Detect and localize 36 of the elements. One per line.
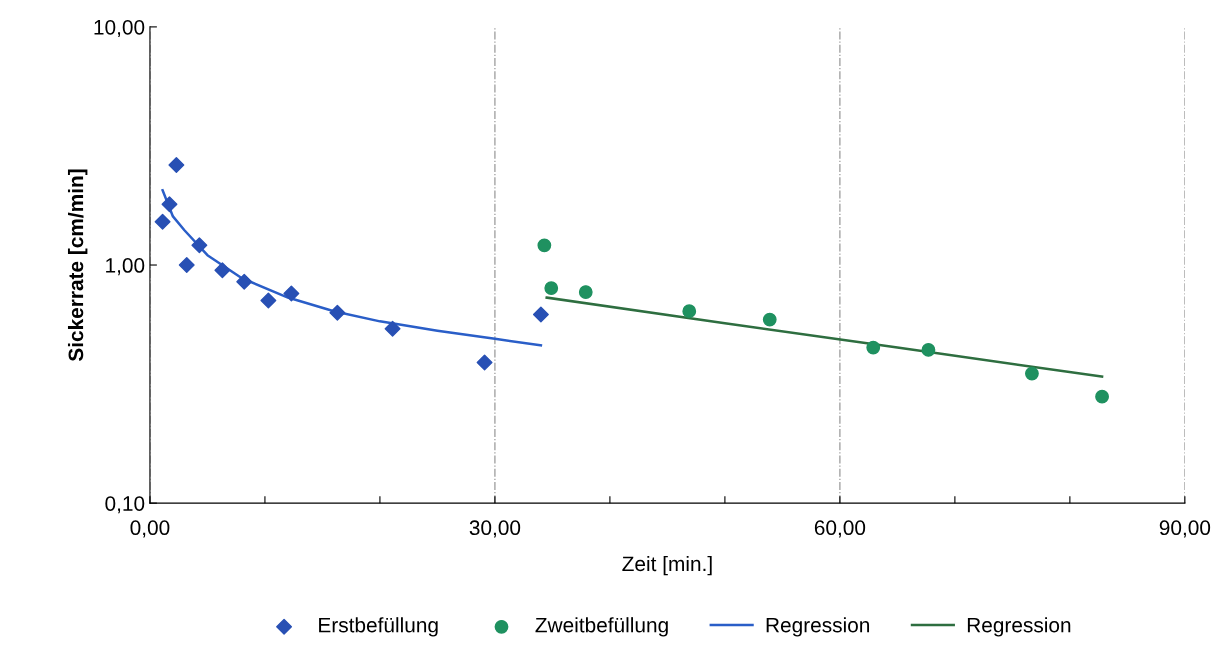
point — [1025, 366, 1039, 381]
x-tick-label: 0,00 — [130, 520, 170, 538]
x-tick-label: 60,00 — [814, 520, 866, 538]
point — [578, 285, 593, 299]
legend-label: Regression — [766, 617, 870, 637]
point — [329, 304, 346, 321]
y-tick-label: 10,00 — [94, 19, 145, 38]
point — [384, 320, 401, 337]
point — [191, 237, 208, 254]
legend-label: Zweitbefüllung — [535, 617, 668, 637]
point — [544, 281, 559, 296]
point — [283, 285, 300, 302]
point — [921, 343, 936, 357]
legend-label: Regression — [967, 617, 1071, 637]
legend-label: Erstbefüllung — [319, 617, 438, 637]
point — [168, 157, 185, 173]
point — [260, 292, 277, 309]
point — [532, 306, 549, 323]
point — [1095, 389, 1109, 404]
point — [214, 262, 231, 279]
x-axis-title: Zeit [min.] — [622, 555, 712, 576]
point — [236, 273, 253, 290]
point — [762, 312, 777, 327]
y-tick-label: 0,10 — [105, 496, 145, 514]
point — [154, 213, 171, 230]
y-tick-label: 1,00 — [106, 258, 145, 276]
x-tick-label: 30,00 — [469, 520, 521, 538]
x-tick-label: 90,00 — [1159, 520, 1211, 538]
point — [161, 196, 178, 213]
line-series — [545, 296, 1104, 378]
point — [178, 257, 195, 274]
point — [682, 304, 697, 319]
point — [866, 340, 881, 355]
point — [537, 238, 552, 253]
y-axis-title: Sickerrate [cm/min] — [67, 169, 88, 362]
point — [476, 354, 493, 371]
